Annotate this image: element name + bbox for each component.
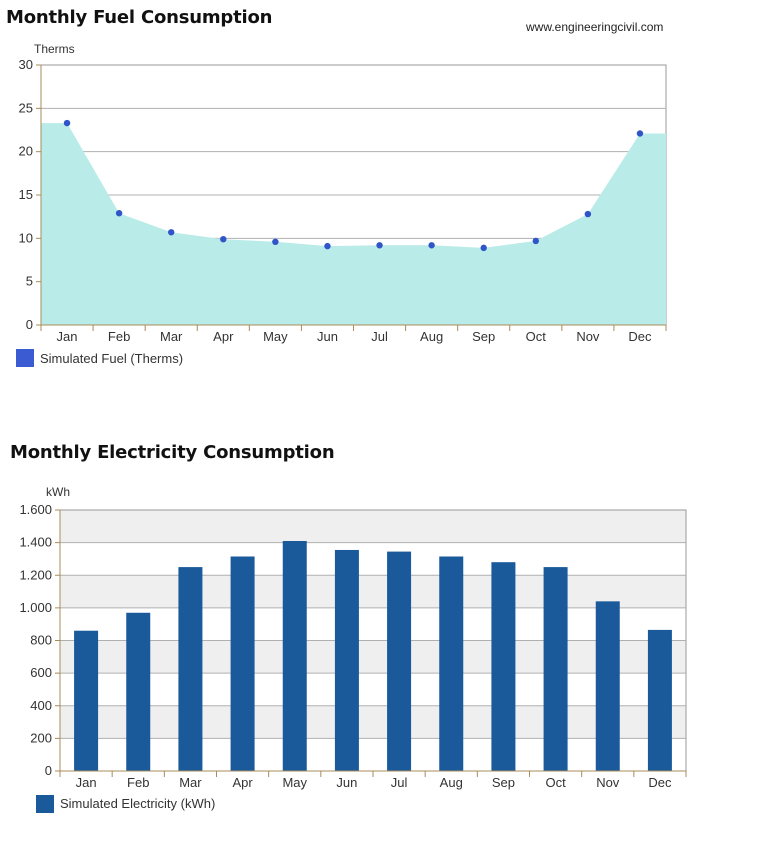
fuel-point xyxy=(636,130,644,137)
y-tick-label: 1.000 xyxy=(19,600,52,615)
grid-band xyxy=(60,607,686,641)
x-tick-label: Aug xyxy=(420,329,443,344)
electricity-bar xyxy=(178,567,203,771)
y-tick-label: 400 xyxy=(30,698,52,713)
y-axis-unit: Therms xyxy=(34,42,75,56)
x-tick-label: Jun xyxy=(336,775,357,790)
x-tick-label: May xyxy=(263,329,288,344)
legend-swatch xyxy=(36,795,54,813)
electricity-bar xyxy=(230,556,255,771)
y-tick-label: 0 xyxy=(45,763,52,778)
y-tick-label: 200 xyxy=(30,730,52,745)
y-tick-label: 1.600 xyxy=(19,502,52,517)
grid-band xyxy=(60,575,686,608)
electricity-bar xyxy=(282,540,307,771)
x-tick-label: Sep xyxy=(472,329,495,344)
x-tick-label: Dec xyxy=(628,329,652,344)
grid-band xyxy=(60,542,686,576)
grid-band xyxy=(60,738,686,771)
fuel-point xyxy=(168,229,175,236)
x-tick-label: Feb xyxy=(127,775,149,790)
x-tick-label: Jan xyxy=(76,775,97,790)
x-tick-label: Oct xyxy=(526,329,547,344)
y-axis-unit: kWh xyxy=(46,485,70,499)
x-tick-label: May xyxy=(282,775,307,790)
electricity-bar xyxy=(647,629,672,771)
x-tick-label: Nov xyxy=(576,329,600,344)
grid-band xyxy=(60,705,686,739)
fuel-point xyxy=(584,210,592,218)
fuel-point xyxy=(324,242,331,250)
fuel-point xyxy=(428,242,435,249)
electricity-bar xyxy=(74,630,99,771)
watermark: www.engineeringcivil.com xyxy=(526,20,664,34)
legend-label: Simulated Fuel (Therms) xyxy=(40,351,183,366)
x-tick-label: Apr xyxy=(213,329,234,344)
x-tick-label: Oct xyxy=(545,775,566,790)
y-tick-label: 0 xyxy=(26,317,33,332)
y-tick-label: 5 xyxy=(26,274,33,289)
y-tick-label: 600 xyxy=(30,665,52,680)
x-tick-label: Mar xyxy=(179,775,202,790)
fuel-point xyxy=(376,242,383,249)
legend-swatch xyxy=(16,349,34,367)
electricity-bar xyxy=(334,549,359,771)
electricity-bar xyxy=(387,551,412,771)
y-tick-label: 30 xyxy=(19,57,33,72)
legend-label: Simulated Electricity (kWh) xyxy=(60,796,215,811)
grid-band xyxy=(60,673,686,706)
x-tick-label: Jun xyxy=(317,329,338,344)
grid-band xyxy=(60,510,686,543)
grid-band xyxy=(60,640,686,674)
x-tick-label: Nov xyxy=(596,775,620,790)
y-tick-label: 10 xyxy=(19,230,33,245)
x-tick-label: Jul xyxy=(391,775,408,790)
fuel-point xyxy=(272,238,279,245)
x-tick-label: Aug xyxy=(440,775,463,790)
fuel-chart-title: Monthly Fuel Consumption xyxy=(6,7,273,28)
electricity-bar xyxy=(543,567,568,771)
x-tick-label: Mar xyxy=(160,329,183,344)
fuel-area xyxy=(41,123,666,325)
y-tick-label: 1.400 xyxy=(19,535,52,550)
electricity-chart-title: Monthly Electricity Consumption xyxy=(10,442,335,463)
x-tick-label: Jul xyxy=(371,329,388,344)
y-tick-label: 1.200 xyxy=(19,567,52,582)
x-tick-label: Jan xyxy=(57,329,78,344)
x-tick-label: Sep xyxy=(492,775,515,790)
y-tick-label: 800 xyxy=(30,633,52,648)
x-tick-label: Feb xyxy=(108,329,130,344)
electricity-bar xyxy=(491,562,516,771)
y-tick-label: 25 xyxy=(19,100,33,115)
y-tick-label: 20 xyxy=(19,144,33,159)
electricity-bar xyxy=(126,612,151,771)
fuel-point xyxy=(220,236,227,243)
fuel-point xyxy=(532,237,539,245)
fuel-point xyxy=(63,119,71,127)
fuel-point xyxy=(480,244,487,252)
x-tick-label: Apr xyxy=(232,775,253,790)
electricity-bar xyxy=(595,601,620,771)
fuel-point xyxy=(115,210,123,217)
y-tick-label: 15 xyxy=(19,187,33,202)
electricity-bar xyxy=(439,556,464,771)
x-tick-label: Dec xyxy=(648,775,672,790)
